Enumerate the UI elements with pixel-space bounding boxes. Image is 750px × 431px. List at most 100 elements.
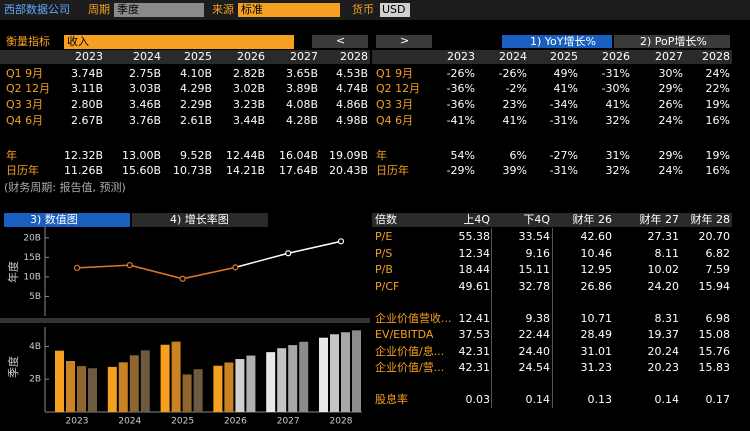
cell: 10.73B xyxy=(172,164,212,177)
x-tick-label: 2027 xyxy=(277,417,300,427)
bar xyxy=(341,332,350,412)
bar xyxy=(66,360,75,412)
row-label: Q4 6月 xyxy=(6,114,44,127)
cell: 19% xyxy=(705,98,730,111)
cell: 20.43B xyxy=(328,164,368,177)
cell: 15.83 xyxy=(698,361,731,374)
column-divider xyxy=(552,228,553,408)
bar xyxy=(88,368,97,412)
line-segment xyxy=(288,240,342,254)
row-label: P/B xyxy=(375,263,393,276)
column-header: 2024 xyxy=(499,50,527,63)
row-label: Q3 3月 xyxy=(6,98,44,111)
cell: 18.44 xyxy=(458,263,491,276)
cell: 12.95 xyxy=(580,263,613,276)
bar xyxy=(299,341,309,412)
cell: 24.54 xyxy=(518,361,551,374)
bar xyxy=(140,350,150,412)
cell: 4.98B xyxy=(335,114,368,127)
cell: 14.21B xyxy=(225,164,265,177)
row-label: P/S xyxy=(375,247,393,260)
y-tick-label: 2B xyxy=(29,375,41,385)
bar xyxy=(288,345,298,412)
row-label: 日历年 xyxy=(376,164,409,177)
y-tick-label: 10B xyxy=(23,272,41,282)
metric-dropdown[interactable] xyxy=(64,35,294,49)
cell: 3.76B xyxy=(128,114,161,127)
cell: 12.41 xyxy=(458,312,491,325)
cell: 15.76 xyxy=(698,345,731,358)
cell: 4.74B xyxy=(335,82,368,95)
cell: -29% xyxy=(446,164,475,177)
y-tick-label: 5B xyxy=(29,292,41,302)
y-tick-label: 15B xyxy=(23,253,41,263)
chart-tab: 4) 增长率图 xyxy=(170,213,229,226)
cell: 2.80B xyxy=(70,98,103,111)
growth-chart-tab[interactable] xyxy=(132,213,268,227)
bar xyxy=(330,334,339,412)
chart-tab: 3) 数值图 xyxy=(30,213,78,226)
cell: 8.11 xyxy=(654,247,680,260)
bar xyxy=(55,350,64,412)
cell: -31% xyxy=(549,164,578,177)
cell: 16% xyxy=(705,164,730,177)
point xyxy=(179,275,186,282)
cell: 0.17 xyxy=(705,393,731,406)
cell: 24% xyxy=(658,114,683,127)
column-header: 2025 xyxy=(184,50,212,63)
row-label: EV/EBITDA xyxy=(375,328,434,341)
cell: 10.02 xyxy=(647,263,680,276)
cell: 28.49 xyxy=(580,328,613,341)
y-tick-label: 20B xyxy=(23,233,41,243)
cell: 3.44B xyxy=(232,114,265,127)
tab-label: 2) PoP增长% xyxy=(640,35,707,48)
cell: 3.11B xyxy=(70,82,103,95)
metric-value: 收入 xyxy=(67,35,89,48)
toolbar xyxy=(0,0,750,20)
cell: 0.14 xyxy=(654,393,680,406)
period-dropdown[interactable] xyxy=(114,3,204,17)
column-header: 2028 xyxy=(702,50,730,63)
bar xyxy=(246,355,256,412)
cell: 3.23B xyxy=(232,98,265,111)
cell: -30% xyxy=(601,82,630,95)
prev-button[interactable] xyxy=(312,35,368,48)
row-label: Q1 9月 xyxy=(6,67,44,80)
row-label: 企业价值/息... xyxy=(375,345,445,358)
value-chart-tab[interactable] xyxy=(4,213,130,227)
cell: 42.60 xyxy=(580,230,613,243)
period-value: 季度 xyxy=(117,3,139,16)
yoy-tab[interactable] xyxy=(502,35,612,48)
cell: 10.71 xyxy=(580,312,613,325)
prev-arrow: < xyxy=(336,34,346,47)
cell: 41% xyxy=(502,114,527,127)
bar xyxy=(266,352,276,412)
currency-value: USD xyxy=(382,3,406,16)
cell: -41% xyxy=(446,114,475,127)
cell: 12.44B xyxy=(225,149,265,162)
pop-tab[interactable] xyxy=(614,35,730,48)
row-label: 年 xyxy=(6,149,17,162)
source-dropdown[interactable] xyxy=(238,3,340,17)
y-axis-label: 季度 xyxy=(6,356,20,378)
cell: 24% xyxy=(705,67,730,80)
x-tick-label: 2023 xyxy=(66,417,89,427)
currency-dropdown[interactable] xyxy=(380,3,410,17)
cell: 32% xyxy=(605,114,630,127)
y-tick-label: 4B xyxy=(29,342,41,352)
cell: 11.26B xyxy=(63,164,103,177)
cell: 20.70 xyxy=(698,230,731,243)
bar xyxy=(319,337,328,412)
column-divider xyxy=(491,228,492,408)
cell: 4.29B xyxy=(179,82,212,95)
cell: 6.98 xyxy=(705,312,731,325)
cell: 0.14 xyxy=(525,393,551,406)
next-button[interactable] xyxy=(376,35,432,48)
cell: 19.09B xyxy=(328,149,368,162)
bar xyxy=(129,355,139,412)
cell: 55.38 xyxy=(458,230,491,243)
divider xyxy=(0,318,370,323)
cell: 31% xyxy=(605,149,630,162)
row-label: 年 xyxy=(376,149,387,162)
